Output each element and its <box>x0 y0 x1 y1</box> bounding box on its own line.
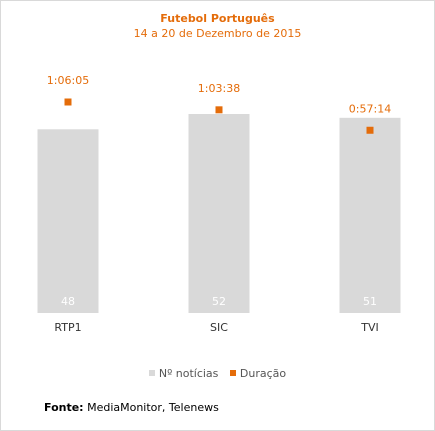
legend: Nº notícias Duração <box>0 367 435 380</box>
bar-sic <box>188 114 250 313</box>
legend-label-noticias: Nº notícias <box>158 367 219 380</box>
legend-item-duracao: Duração <box>229 367 287 380</box>
source-note: Fonte: MediaMonitor, Telenews <box>44 401 219 414</box>
source-text: MediaMonitor, Telenews <box>83 401 219 414</box>
source-label: Fonte: <box>44 401 84 414</box>
chart-subtitle: 14 a 20 de Dezembro de 2015 <box>133 27 302 40</box>
duration-label-rtp1: 1:06:05 <box>47 74 89 87</box>
legend-swatch-noticias <box>148 370 155 376</box>
legend-item-noticias: Nº notícias <box>148 367 219 380</box>
category-label-rtp1: RTP1 <box>54 321 81 334</box>
duration-marker-rtp1 <box>64 98 72 106</box>
category-label-sic: SIC <box>210 321 228 334</box>
duration-label-tvi: 0:57:14 <box>349 102 391 115</box>
bar-tvi <box>339 117 401 313</box>
legend-label-duracao: Duração <box>239 367 287 380</box>
duration-marker-tvi <box>366 126 374 134</box>
bar-rtp1 <box>37 129 99 313</box>
chart-title: Futebol Português <box>160 12 275 25</box>
bar-value-label-sic: 52 <box>212 295 226 308</box>
duration-marker-sic <box>215 106 223 114</box>
legend-swatch-duracao <box>229 370 236 376</box>
category-label-tvi: TVI <box>360 321 379 334</box>
bar-value-label-tvi: 51 <box>363 295 377 308</box>
bar-value-label-rtp1: 48 <box>61 295 75 308</box>
duration-label-sic: 1:03:38 <box>198 82 240 95</box>
